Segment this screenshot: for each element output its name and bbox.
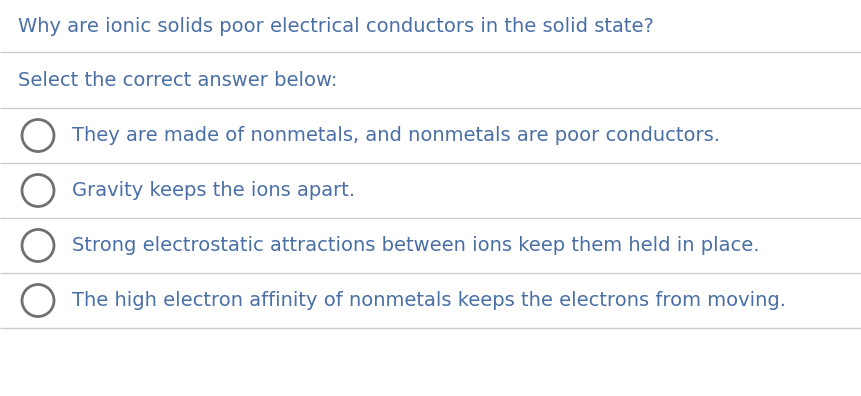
Text: They are made of nonmetals, and nonmetals are poor conductors.: They are made of nonmetals, and nonmetal… — [72, 126, 719, 145]
Text: Why are ionic solids poor electrical conductors in the solid state?: Why are ionic solids poor electrical con… — [18, 17, 653, 36]
Text: Select the correct answer below:: Select the correct answer below: — [18, 70, 337, 89]
Text: Strong electrostatic attractions between ions keep them held in place.: Strong electrostatic attractions between… — [72, 236, 759, 255]
Text: Gravity keeps the ions apart.: Gravity keeps the ions apart. — [72, 181, 355, 200]
Text: The high electron affinity of nonmetals keeps the electrons from moving.: The high electron affinity of nonmetals … — [72, 291, 785, 310]
